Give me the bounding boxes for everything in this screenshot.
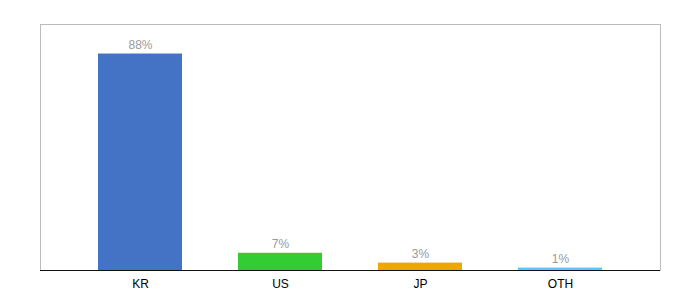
svg-text:JP: JP [413, 277, 427, 291]
svg-text:KR: KR [132, 277, 149, 291]
svg-text:US: US [272, 277, 289, 291]
svg-text:88%: 88% [128, 38, 152, 52]
svg-text:1%: 1% [552, 252, 570, 266]
svg-text:OTH: OTH [548, 277, 573, 291]
svg-text:7%: 7% [272, 237, 290, 251]
svg-text:3%: 3% [412, 247, 430, 261]
